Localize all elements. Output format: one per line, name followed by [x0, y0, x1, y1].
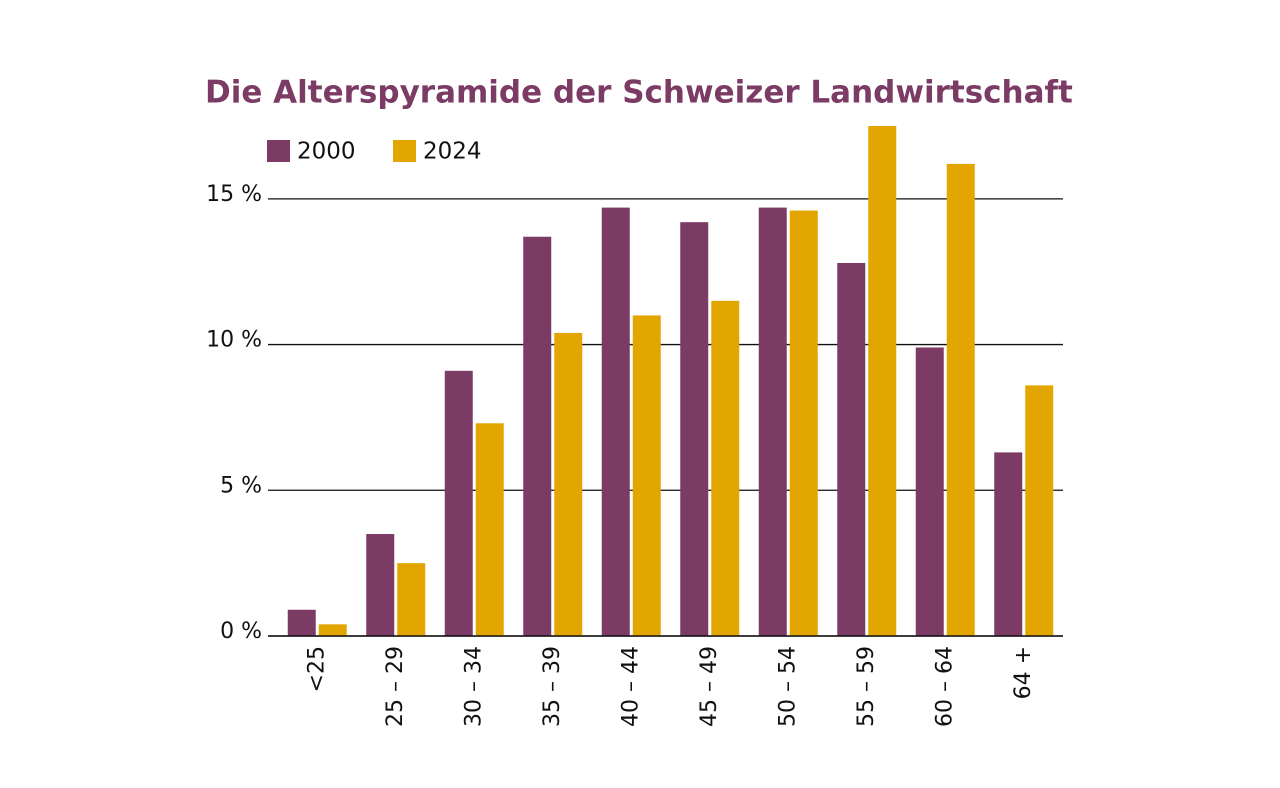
bar	[946, 163, 975, 636]
x-tick-label: 45 – 49	[697, 646, 722, 727]
y-tick-label: 10 %	[206, 328, 262, 353]
bar	[366, 534, 395, 636]
legend-swatch	[267, 140, 290, 162]
x-tick-label: 55 – 59	[854, 646, 879, 727]
x-tick-label: 40 – 44	[618, 646, 643, 727]
legend-swatch	[393, 140, 416, 162]
bar	[523, 236, 552, 636]
bar	[632, 315, 661, 636]
x-tick-label: 30 – 34	[461, 646, 486, 727]
bar	[554, 332, 583, 636]
x-tick-label: 64 +	[1011, 646, 1036, 699]
bar	[287, 609, 316, 636]
chart-title: Die Alterspyramide der Schweizer Landwir…	[205, 75, 1073, 111]
x-tick-label: 60 – 64	[932, 646, 957, 727]
y-tick-label: 0 %	[220, 619, 262, 644]
bar	[758, 207, 787, 636]
y-tick-label: 15 %	[206, 182, 262, 207]
bar	[475, 423, 504, 636]
x-tick-label: 25 – 29	[383, 646, 408, 727]
bar	[994, 452, 1023, 636]
bar	[601, 207, 630, 636]
bar	[444, 370, 473, 636]
bar	[680, 222, 709, 636]
legend-label: 2024	[423, 139, 482, 165]
y-tick-label: 5 %	[220, 473, 262, 498]
bar	[711, 300, 740, 636]
bar	[1025, 385, 1054, 636]
bar	[837, 262, 866, 636]
bar	[789, 210, 818, 636]
bar	[397, 563, 426, 636]
bar	[318, 624, 347, 636]
x-tick-label: <25	[304, 646, 329, 692]
x-tick-label: 35 – 39	[540, 646, 565, 727]
bar	[915, 347, 944, 636]
legend-label: 2000	[297, 139, 356, 165]
bar	[868, 126, 897, 636]
x-tick-label: 50 – 54	[775, 646, 800, 727]
